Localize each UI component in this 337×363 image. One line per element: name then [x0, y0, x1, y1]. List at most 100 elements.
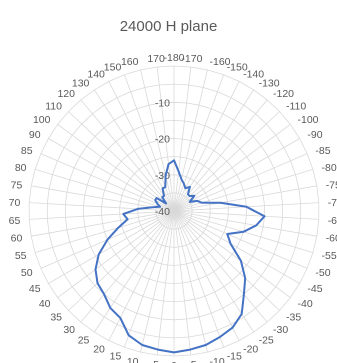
angular-tick-label: 130	[72, 77, 90, 89]
angular-tick-label: 85	[21, 145, 33, 157]
grid-spoke	[40, 153, 175, 212]
grid-spoke	[57, 124, 175, 212]
grid-spoke	[173, 99, 268, 212]
grid-spoke	[173, 111, 280, 212]
angular-tick-label: 60	[11, 233, 23, 245]
angular-tick-label: 70	[9, 197, 21, 209]
angular-tick-label: 65	[9, 215, 21, 227]
angular-tick-label: -170	[181, 53, 202, 65]
angular-tick-label: -60	[326, 233, 337, 245]
grid-spoke	[124, 210, 175, 348]
angular-tick-label: -70	[328, 197, 337, 209]
grid-spoke	[173, 210, 319, 220]
angular-tick-label: -55	[322, 250, 337, 262]
grid-spoke	[80, 99, 175, 212]
grid-spoke	[34, 169, 175, 212]
grid-spoke	[80, 210, 175, 323]
angular-tick-label: -140	[243, 68, 264, 80]
grid-spoke	[29, 210, 175, 220]
angular-tick-label: 40	[39, 298, 51, 310]
grid-spoke	[173, 89, 255, 212]
angular-tick-label: -65	[328, 215, 337, 227]
angular-tick-label: -25	[259, 335, 274, 347]
grid-spoke	[173, 66, 192, 212]
radial-tick-label: -10	[155, 97, 170, 109]
angular-tick-label: -160	[210, 56, 231, 68]
angular-tick-label: -100	[298, 114, 319, 126]
grid-spoke	[173, 74, 224, 212]
grid-spoke	[173, 210, 192, 356]
angular-tick-label: -50	[315, 267, 330, 279]
angular-tick-label: -110	[286, 100, 306, 112]
angular-tick-label: 160	[121, 56, 139, 68]
angular-tick-label: 15	[110, 351, 122, 363]
grid-spoke	[108, 210, 175, 341]
angular-tick-label: 100	[33, 114, 51, 126]
grid-spoke	[48, 138, 175, 212]
angular-tick-label: -20	[243, 344, 258, 356]
angular-tick-label: 90	[29, 129, 41, 141]
grid-spoke	[173, 81, 240, 212]
angular-tick-label: -5	[187, 359, 196, 363]
angular-tick-label: -150	[227, 61, 248, 73]
angular-tick-label: -85	[315, 145, 330, 157]
angular-tick-label: 80	[15, 162, 27, 174]
angular-tick-label: 110	[45, 100, 62, 112]
angular-tick-label: -120	[273, 88, 294, 100]
grid-spoke	[93, 210, 175, 333]
grid-spoke	[173, 210, 208, 353]
grid-spoke	[173, 69, 208, 212]
grid-spoke	[68, 210, 175, 311]
angular-tick-label: -10	[210, 356, 225, 363]
angular-tick-label: 45	[29, 283, 41, 295]
grid-spoke	[68, 111, 175, 212]
angular-tick-label: -15	[227, 351, 242, 363]
grid-spoke	[173, 169, 314, 212]
angular-tick-label: 0	[171, 360, 177, 363]
series-line	[94, 159, 266, 354]
angular-tick-label: -180	[163, 52, 184, 64]
angular-tick-label: 10	[127, 356, 139, 363]
grid-spoke	[156, 210, 175, 356]
grid-spoke	[31, 210, 175, 237]
grid-spoke	[173, 153, 308, 212]
angular-tick-label: -45	[307, 283, 322, 295]
grid-spoke	[173, 138, 300, 212]
angular-tick-label: 55	[15, 250, 27, 262]
grid-spoke	[124, 74, 175, 212]
chart-title: 24000 H plane	[119, 18, 218, 35]
angular-tick-label: 120	[57, 88, 75, 100]
grid-spoke	[140, 210, 175, 353]
angular-tick-label: -30	[273, 324, 288, 336]
angular-tick-label: 5	[153, 359, 159, 363]
angular-tick-label: 50	[21, 267, 33, 279]
grid-spoke	[173, 210, 317, 237]
grid-spoke	[156, 66, 175, 212]
angular-tick-label: -35	[286, 312, 301, 324]
angular-tick-label: 30	[63, 324, 75, 336]
grid-spoke	[173, 210, 291, 298]
angular-tick-label: -75	[326, 179, 337, 191]
grid-spoke	[173, 185, 317, 212]
angular-tick-label: 20	[93, 344, 105, 356]
angular-tick-label: -40	[298, 298, 313, 310]
angular-tick-label: 35	[50, 312, 62, 324]
angular-tick-label: 25	[78, 335, 90, 347]
angular-tick-label: 75	[11, 179, 23, 191]
grid-spoke	[48, 210, 175, 284]
radial-tick-label: -30	[155, 170, 170, 182]
grid-spoke	[173, 210, 308, 269]
grid-spoke	[173, 210, 240, 341]
angular-tick-label: 170	[147, 53, 165, 65]
grid-spoke	[173, 210, 255, 333]
grid-spoke	[173, 210, 268, 323]
grid-spoke	[29, 202, 175, 212]
grid-spoke	[34, 210, 175, 253]
grid-spoke	[173, 210, 280, 311]
angular-tick-label: 140	[87, 68, 105, 80]
angular-tick-label: -130	[259, 77, 280, 89]
angular-tick-label: 150	[104, 61, 122, 73]
radial-tick-label: -40	[155, 206, 170, 218]
